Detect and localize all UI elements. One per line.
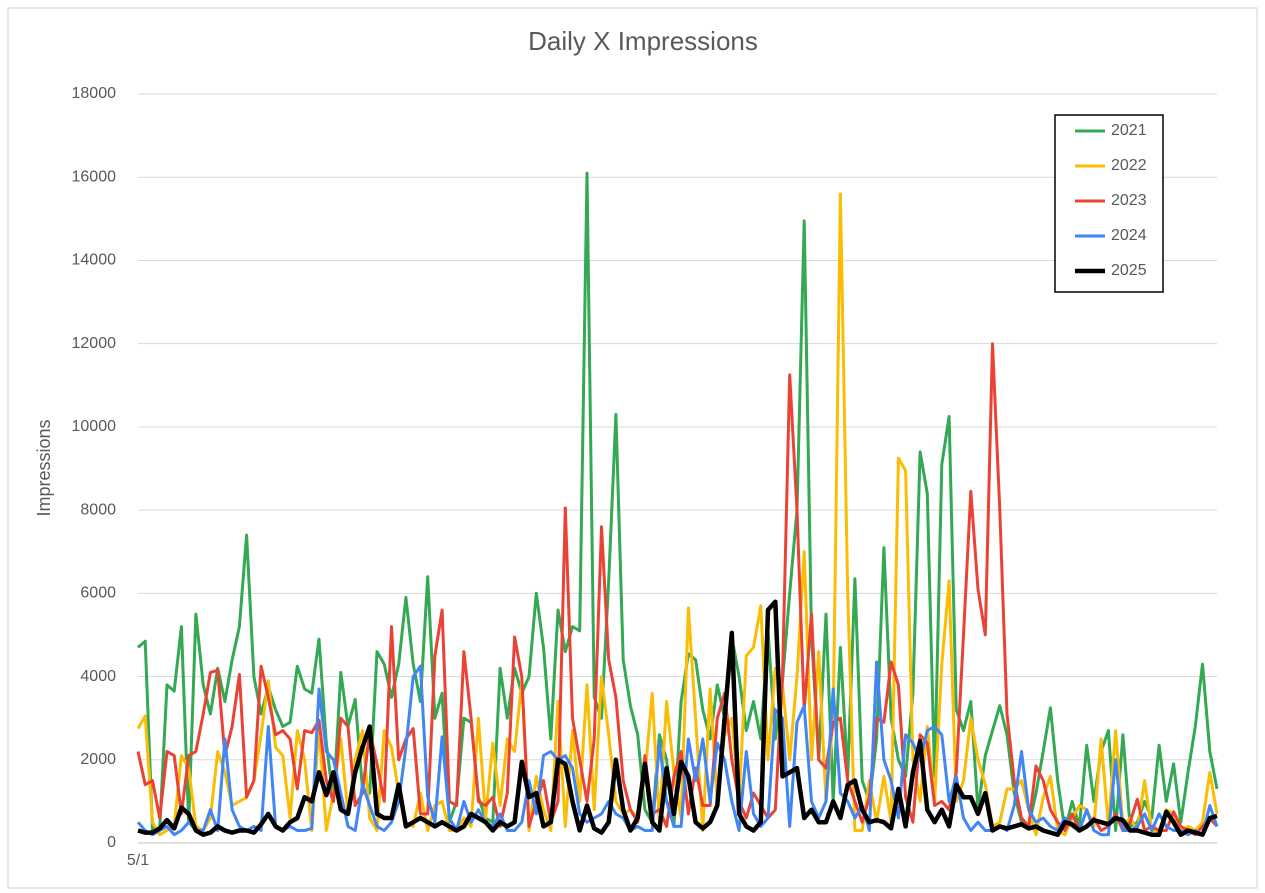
series-line: [136, 660, 1219, 837]
y-tick-label: 0: [107, 834, 116, 851]
legend-label: 2025: [1111, 262, 1147, 279]
y-axis-label: Impressions: [34, 419, 54, 516]
legend-label: 2024: [1111, 227, 1147, 244]
chart-title: Daily X Impressions: [528, 26, 758, 56]
chart-frame: [7, 7, 1258, 889]
y-tick-label: 12000: [72, 335, 117, 352]
y-tick-label: 6000: [80, 585, 116, 602]
series-line: [137, 599, 1218, 837]
legend-box: [1054, 114, 1164, 293]
legend-label: 2021: [1111, 122, 1147, 139]
y-tick-label: 10000: [72, 418, 117, 435]
y-tick-label: 16000: [72, 168, 117, 185]
legend-label: 2022: [1111, 157, 1147, 174]
y-tick-label: 14000: [72, 252, 117, 269]
y-tick-label: 4000: [80, 668, 116, 685]
legend-label: 2023: [1111, 192, 1147, 209]
y-tick-label: 8000: [80, 501, 116, 518]
x-tick-label: 5/1: [127, 852, 149, 869]
y-tick-label: 2000: [80, 751, 116, 768]
y-tick-label: 18000: [72, 85, 117, 102]
